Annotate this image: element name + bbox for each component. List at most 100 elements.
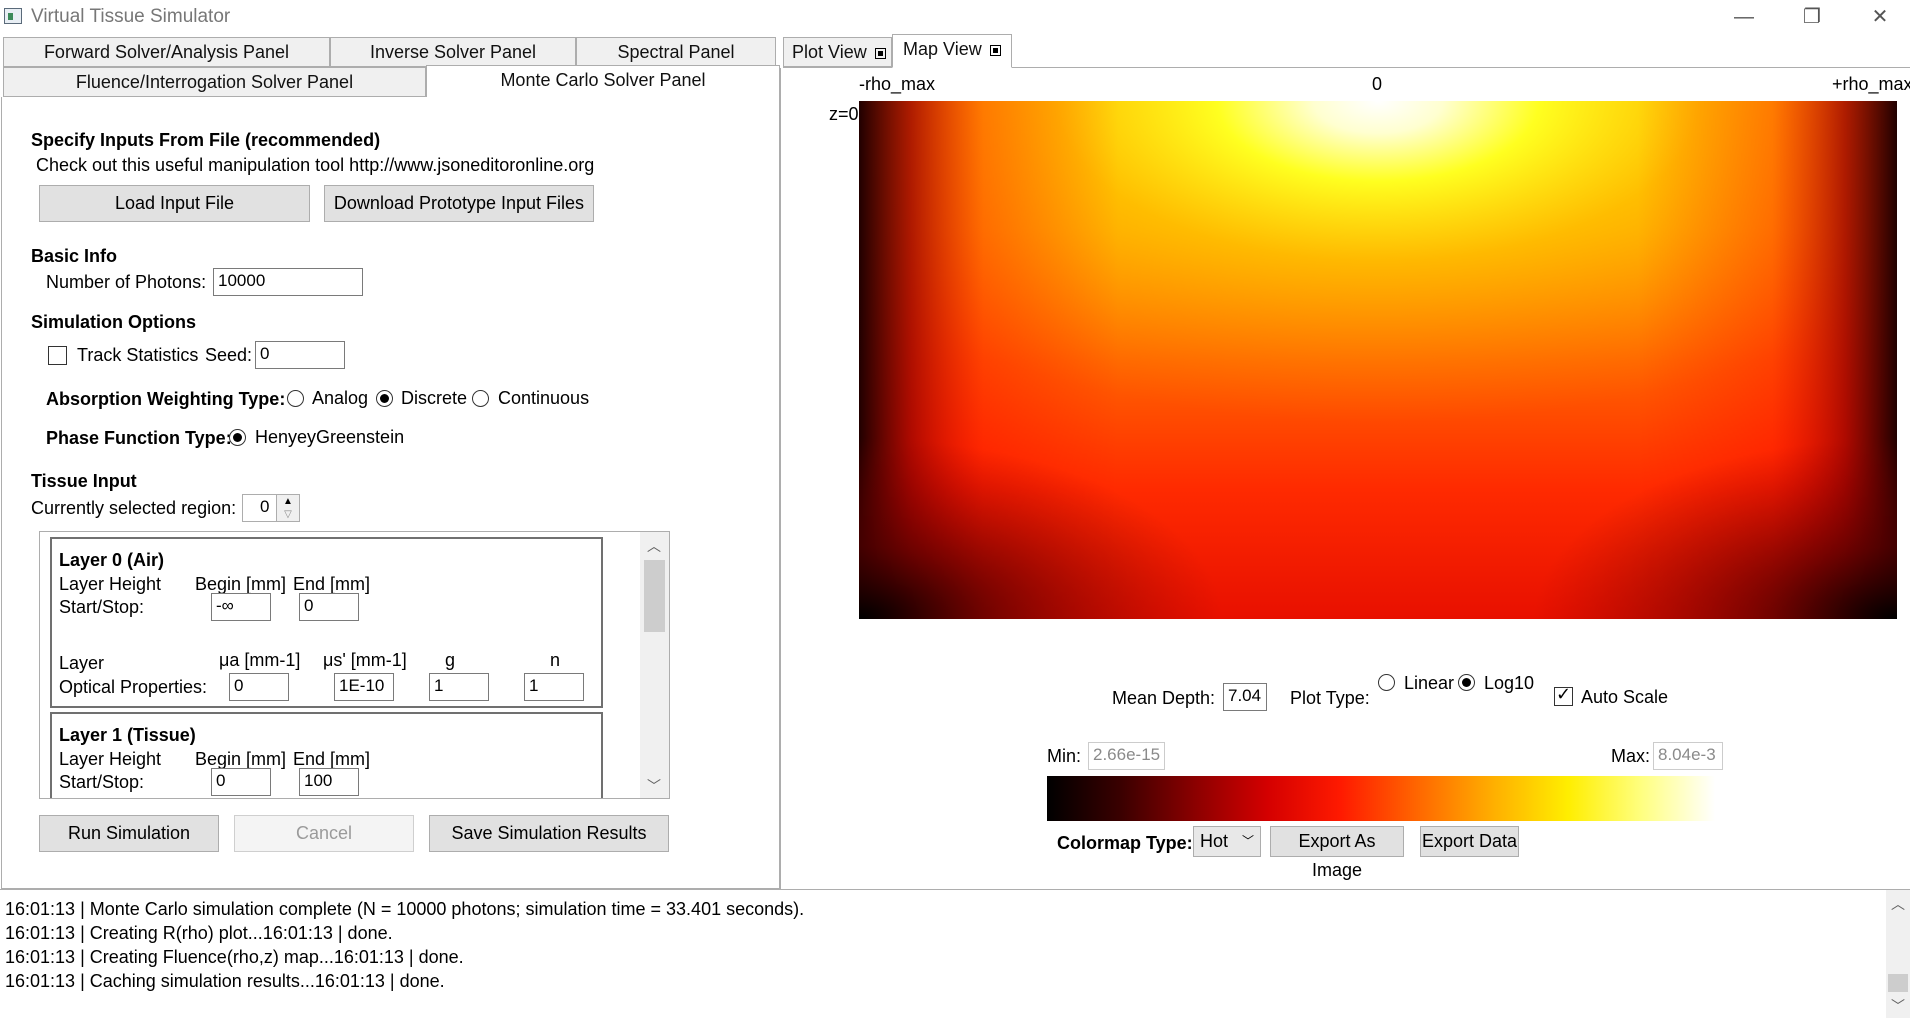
close-button[interactable]: ✕	[1871, 6, 1889, 28]
musp-input[interactable]: 1E-10	[334, 673, 394, 701]
download-prototype-button[interactable]: Download Prototype Input Files	[324, 185, 594, 222]
absorption-analog-radio[interactable]	[287, 390, 304, 407]
n-label: n	[550, 650, 561, 670]
tab-fluence-interrogation[interactable]: Fluence/Interrogation Solver Panel	[3, 67, 426, 97]
minimize-button[interactable]: —	[1734, 6, 1754, 28]
g-input[interactable]: 1	[429, 673, 489, 701]
layer-list[interactable]: Layer 0 (Air) Layer Height Start/Stop: B…	[39, 531, 670, 799]
plot-type-label: Plot Type:	[1290, 688, 1370, 708]
fluence-heatmap[interactable]	[859, 101, 1897, 619]
absorption-discrete-label: Discrete	[401, 388, 468, 408]
plot-type-log10-radio[interactable]	[1458, 674, 1475, 691]
spin-down-icon[interactable]: ▽	[276, 508, 299, 521]
export-image-button[interactable]: Export As Image	[1270, 826, 1404, 880]
log-line: 16:01:13 | Creating R(rho) plot...16:01:…	[5, 923, 393, 943]
phase-henyey-radio[interactable]	[229, 429, 246, 446]
scroll-thumb[interactable]	[644, 560, 665, 632]
tab-forward-solver[interactable]: Forward Solver/Analysis Panel	[3, 37, 330, 67]
log-output[interactable]: 16:01:13 | Monte Carlo simulation comple…	[0, 889, 1910, 1018]
tab-map-view[interactable]: Map View	[892, 34, 1012, 68]
window-title: Virtual Tissue Simulator	[31, 6, 231, 27]
photons-label: Number of Photons:	[46, 272, 207, 292]
selected-region-spinner[interactable]: 0 ▲ ▽	[242, 494, 300, 522]
layer-0-end-label: End [mm]	[293, 574, 371, 594]
mua-input[interactable]: 0	[229, 673, 289, 701]
absorption-weighting-label: Absorption Weighting Type:	[46, 389, 286, 409]
rho-zero-label: 0	[1372, 74, 1383, 94]
layer-0-group: Layer 0 (Air) Layer Height Start/Stop: B…	[50, 537, 603, 708]
log-line: 16:01:13 | Caching simulation results...…	[5, 971, 445, 991]
log-line: 16:01:13 | Creating Fluence(rho,z) map..…	[5, 947, 464, 967]
specify-inputs-heading: Specify Inputs From File (recommended)	[31, 130, 381, 150]
n-input[interactable]: 1	[524, 673, 584, 701]
seed-input[interactable]: 0	[255, 341, 345, 369]
load-input-file-button[interactable]: Load Input File	[39, 185, 310, 222]
scroll-down-icon[interactable]: ﹀	[1891, 998, 1905, 1014]
restore-button[interactable]: ❐	[1803, 6, 1821, 28]
save-results-button[interactable]: Save Simulation Results	[429, 815, 669, 852]
layer-1-title: Layer 1 (Tissue)	[59, 725, 196, 745]
layer-0-start-stop-label: Start/Stop:	[59, 597, 145, 617]
min-value: 2.66e-15	[1088, 742, 1165, 770]
basic-info-heading: Basic Info	[31, 246, 118, 266]
tool-hint-text: Check out this useful manipulation tool …	[36, 155, 595, 175]
layer-0-end-input[interactable]: 0	[299, 593, 359, 621]
panel-divider	[780, 68, 781, 889]
tab-plot-view-label: Plot View	[792, 42, 867, 62]
plot-type-linear-label: Linear	[1404, 673, 1455, 693]
tab-inverse-solver[interactable]: Inverse Solver Panel	[330, 37, 576, 67]
track-statistics-label: Track Statistics	[77, 345, 199, 365]
min-label: Min:	[1047, 746, 1082, 766]
layer-list-scrollbar[interactable]: ︿ ﹀	[640, 532, 669, 798]
track-statistics-checkbox[interactable]	[48, 346, 67, 365]
layer-0-begin-input[interactable]: -∞	[211, 593, 271, 621]
auto-scale-label: Auto Scale	[1581, 687, 1669, 707]
colormap-select-value: Hot	[1200, 831, 1229, 851]
colorbar	[1047, 776, 1715, 821]
export-data-button[interactable]: Export Data	[1420, 826, 1519, 857]
run-simulation-button[interactable]: Run Simulation	[39, 815, 219, 852]
tab-monte-carlo[interactable]: Monte Carlo Solver Panel	[426, 65, 780, 98]
pin-icon	[989, 44, 1001, 56]
pin-icon	[874, 47, 886, 59]
scroll-up-icon[interactable]: ︿	[647, 538, 661, 554]
plot-type-linear-radio[interactable]	[1378, 674, 1395, 691]
layer-1-end-label: End [mm]	[293, 749, 371, 769]
mean-depth-value: 7.04	[1223, 683, 1267, 711]
tissue-input-heading: Tissue Input	[31, 471, 137, 491]
log-scrollbar[interactable]: ︿ ﹀	[1886, 890, 1910, 1018]
log-partial-line	[0, 890, 1880, 898]
scroll-up-icon[interactable]: ︿	[1891, 896, 1905, 912]
scroll-thumb[interactable]	[1888, 974, 1908, 992]
z-label: z=0	[829, 104, 859, 124]
sim-options-heading: Simulation Options	[31, 312, 196, 332]
phase-function-label: Phase Function Type:	[46, 428, 232, 448]
seed-label: Seed:	[205, 345, 253, 365]
layer-1-begin-label: Begin [mm]	[195, 749, 287, 769]
app-icon	[4, 8, 22, 24]
musp-label: μs' [mm-1]	[323, 650, 407, 670]
selected-region-value: 0	[260, 497, 270, 516]
tab-spectral[interactable]: Spectral Panel	[576, 37, 776, 67]
colormap-select[interactable]: Hot ﹀	[1193, 826, 1261, 857]
layer-1-end-input[interactable]: 100	[299, 768, 359, 796]
layer-1-begin-input[interactable]: 0	[211, 768, 271, 796]
layer-0-begin-label: Begin [mm]	[195, 574, 287, 594]
layer-0-title: Layer 0 (Air)	[59, 550, 165, 570]
tab-strip-line	[1012, 67, 1910, 68]
photons-input[interactable]: 10000	[213, 268, 363, 296]
tab-plot-view[interactable]: Plot View	[783, 37, 892, 67]
layer-0-optical-label: Optical Properties:	[59, 677, 208, 697]
max-label: Max:	[1611, 746, 1651, 766]
rho-min-label: -rho_max	[859, 74, 936, 94]
layer-0-layer-label: Layer	[59, 653, 105, 673]
spin-up-icon[interactable]: ▲	[276, 495, 299, 509]
scroll-down-icon[interactable]: ﹀	[647, 778, 661, 794]
cancel-button[interactable]: Cancel	[234, 815, 414, 852]
selected-region-label: Currently selected region:	[31, 498, 237, 518]
title-bar: Virtual Tissue Simulator — ❐ ✕	[0, 0, 1910, 34]
auto-scale-checkbox[interactable]	[1554, 684, 1573, 706]
absorption-continuous-radio[interactable]	[472, 390, 489, 407]
g-label: g	[445, 650, 456, 670]
absorption-discrete-radio[interactable]	[376, 390, 393, 407]
